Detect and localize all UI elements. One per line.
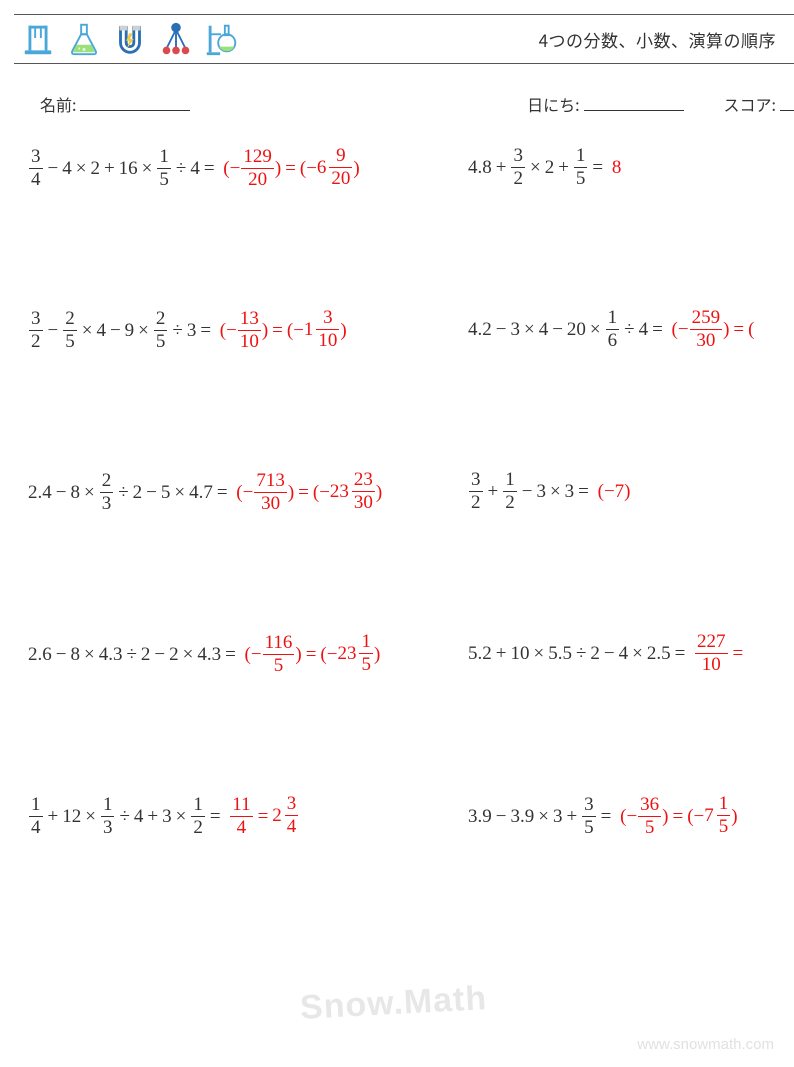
distillation-icon: [202, 19, 242, 59]
score-label: スコア:: [724, 92, 794, 116]
problem-2-1: 32+12−3×3= (−7): [468, 470, 794, 514]
problem-4-0: 14+12×13÷4+3×12= 114=234: [28, 794, 468, 838]
problem-1-0: 32−25×4−9×25÷3= (−1310)=(−1310): [28, 308, 468, 352]
meta-row: 名前: 日にち: スコア:: [40, 92, 794, 116]
problems-grid: 34−4×2+16×15÷4= (−12920)=(−6920)4.8+32×2…: [0, 116, 794, 838]
worksheet-title: 4つの分数、小数、演算の順序: [539, 27, 776, 52]
problem-3-1: 5.2+10×5.5÷2−4×2.5= 22710=: [468, 632, 794, 676]
header-icons: [18, 19, 242, 59]
stand-icon: [18, 19, 58, 59]
problem-0-0: 34−4×2+16×15÷4= (−12920)=(−6920): [28, 146, 468, 190]
date-label: 日にち:: [527, 92, 683, 116]
watermark-url: www.snowmath.com: [637, 1036, 774, 1053]
problem-4-1: 3.9−3.9×3+35= (−365)=(−715): [468, 794, 794, 838]
flask-icon: [64, 19, 104, 59]
name-label: 名前:: [40, 92, 190, 116]
magnet-icon: [110, 19, 150, 59]
problem-1-1: 4.2−3×4−20×16÷4= (−25930)=(: [468, 308, 794, 352]
watermark-text: Snow.Math: [299, 979, 488, 1028]
problem-3-0: 2.6−8×4.3÷2−2×4.3= (−1165)=(−2315): [28, 632, 468, 676]
worksheet-header: 4つの分数、小数、演算の順序: [14, 14, 794, 64]
molecule-icon: [156, 19, 196, 59]
problem-0-1: 4.8+32×2+15= 8: [468, 146, 794, 190]
problem-2-0: 2.4−8×23÷2−5×4.7= (−71330)=(−232330): [28, 470, 468, 514]
